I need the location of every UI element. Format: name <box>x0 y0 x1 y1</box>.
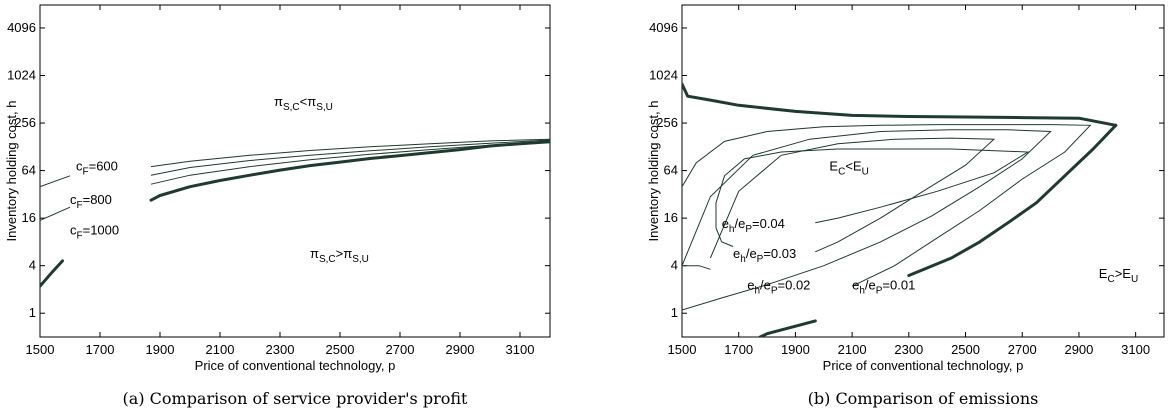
series-line-1 <box>149 140 550 202</box>
x-tick-label: 2300 <box>266 342 295 357</box>
annotation-label-0: πS,C<πS,U <box>274 94 333 113</box>
y-tick-label: 256 <box>656 115 678 130</box>
series-line-4 <box>150 139 550 176</box>
x-tick-label: 1900 <box>781 342 810 357</box>
y-tick-label: 4 <box>29 258 36 273</box>
y-axis-label: Inventory holding cost, h <box>646 101 661 242</box>
annotation-label-3: cF=1000 <box>70 222 119 241</box>
annotation-label-1: cF=600 <box>76 159 118 178</box>
y-tick-label: 16 <box>22 210 36 225</box>
y-tick-label: 64 <box>22 163 36 178</box>
chart-panel-1: 1500 1700 1900 2100 2300 2500 2700 2900 3100 1 4 16… <box>646 4 1165 408</box>
annotation-label-4: eh/eP=0.01 <box>852 277 915 296</box>
y-tick-label: 1 <box>29 305 36 320</box>
figure-caption: (a) Comparison of service provider's pro… <box>123 389 469 408</box>
series-line-4 <box>682 129 1052 311</box>
annotation-label-3: eh/eP=0.02 <box>747 277 810 296</box>
series-group <box>40 138 550 288</box>
x-tick-label: 2500 <box>951 342 980 357</box>
series-line-6 <box>709 137 996 259</box>
series-line-0 <box>682 82 1118 127</box>
x-tick-label: 3100 <box>1121 342 1150 357</box>
y-tick-label: 256 <box>14 115 36 130</box>
annotation-label-2: eh/eP=0.03 <box>733 246 796 265</box>
x-tick-label: 1900 <box>146 342 175 357</box>
x-tick-label: 2700 <box>1008 342 1037 357</box>
x-tick-label: 2100 <box>838 342 867 357</box>
annotation-label-0: EC<EU <box>829 159 868 178</box>
series-line-5 <box>682 265 711 270</box>
annotation-label-1: eh/eP=0.04 <box>722 216 785 235</box>
x-tick-label: 2300 <box>894 342 923 357</box>
y-tick-label: 1 <box>671 305 678 320</box>
series-line-2 <box>150 138 550 168</box>
x-tick-label: 2500 <box>326 342 355 357</box>
figure-caption: (b) Comparison of emissions <box>808 389 1039 408</box>
annotation-label-5: EC>EU <box>1099 266 1138 285</box>
y-tick-label: 64 <box>664 163 678 178</box>
series-line-0 <box>40 259 64 288</box>
series-line-7 <box>715 148 1030 228</box>
y-tick-label: 4 <box>671 258 678 273</box>
series-line-8 <box>715 227 734 247</box>
annotation-label-2: cF=800 <box>70 192 112 211</box>
x-tick-label: 1700 <box>724 342 753 357</box>
series-line-2 <box>756 319 817 337</box>
y-tick-label: 1024 <box>649 68 678 83</box>
x-tick-label: 2700 <box>386 342 415 357</box>
chart-panel-0: 1500 1700 1900 2100 2300 2500 2700 2900 3100 1 4 16… <box>4 4 551 408</box>
series-line-5 <box>40 206 71 221</box>
x-tick-label: 3100 <box>506 342 535 357</box>
x-tick-label: 1500 <box>668 342 697 357</box>
series-group <box>682 82 1118 337</box>
series-line-1 <box>907 123 1118 277</box>
x-tick-label: 2900 <box>1064 342 1093 357</box>
y-tick-label: 1024 <box>7 68 36 83</box>
y-tick-label: 4096 <box>649 20 678 35</box>
x-axis-label: Price of conventional technology, p <box>823 358 1024 373</box>
x-tick-label: 2100 <box>206 342 235 357</box>
annotation-label-4: πS,C>πS,U <box>310 246 369 265</box>
series-line-3 <box>40 175 71 188</box>
y-tick-label: 16 <box>664 210 678 225</box>
x-tick-label: 2900 <box>446 342 475 357</box>
x-tick-label: 1500 <box>26 342 55 357</box>
y-axis-label: Inventory holding cost, h <box>4 101 19 242</box>
x-tick-label: 1700 <box>86 342 115 357</box>
x-axis-label: Price of conventional technology, p <box>195 358 396 373</box>
series-line-6 <box>150 140 550 185</box>
y-tick-label: 4096 <box>7 20 36 35</box>
series-line-3 <box>682 124 1092 287</box>
